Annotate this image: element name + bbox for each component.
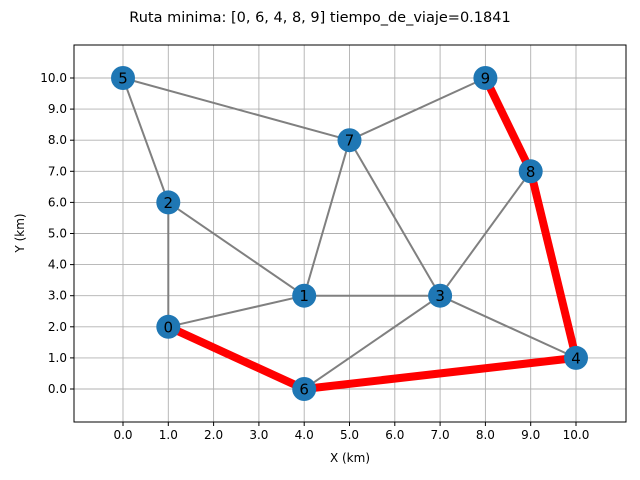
node-label-6: 6 — [299, 381, 309, 399]
x-tick-label: 8.0 — [476, 428, 495, 442]
y-tick-label: 3.0 — [48, 289, 67, 303]
node-label-2: 2 — [164, 194, 174, 212]
y-tick-label: 1.0 — [48, 351, 67, 365]
edge-8-3 — [439, 170, 532, 297]
y-axis-label: Y (km) — [13, 213, 27, 253]
node-label-0: 0 — [164, 318, 174, 336]
nodes: 0 1 2 3 4 5 6 7 8 9 — [111, 66, 588, 401]
edge-2-1 — [167, 201, 305, 297]
y-tick-label: 5.0 — [48, 227, 67, 241]
edge-1-0 — [168, 294, 305, 328]
y-tick-label: 6.0 — [48, 195, 67, 209]
x-tick-label: 4.0 — [295, 428, 314, 442]
route-edge-6-4 — [303, 353, 577, 393]
route-edge-8-9 — [481, 76, 535, 174]
node-label-9: 9 — [481, 70, 491, 88]
route-path — [166, 76, 580, 393]
y-tick-label: 7.0 — [48, 164, 67, 178]
node-label-3: 3 — [435, 287, 445, 305]
edge-3-6 — [303, 294, 441, 390]
x-tick-label: 10.0 — [563, 428, 590, 442]
node-4 — [564, 345, 588, 370]
x-axis-ticks: 0.0 1.0 2.0 3.0 4.0 5.0 6.0 7.0 8.0 9.0 10.0 — [113, 422, 589, 442]
node-label-4: 4 — [571, 349, 581, 367]
x-tick-label: 3.0 — [249, 428, 268, 442]
x-tick-label: 1.0 — [159, 428, 178, 442]
edges — [122, 77, 577, 390]
edge-7-3 — [348, 139, 441, 297]
edge-5-7 — [122, 77, 350, 142]
node-0 — [156, 314, 181, 339]
node-2 — [156, 190, 181, 215]
node-5 — [111, 66, 135, 90]
node-label-8: 8 — [526, 163, 536, 181]
x-tick-label: 5.0 — [340, 428, 359, 442]
x-axis-label: X (km) — [330, 451, 370, 465]
y-tick-label: 0.0 — [48, 382, 67, 396]
node-8 — [518, 159, 543, 184]
node-6 — [292, 377, 317, 401]
y-tick-label: 8.0 — [48, 133, 67, 147]
y-tick-label: 10.0 — [40, 71, 67, 85]
x-tick-label: 6.0 — [385, 428, 404, 442]
x-tick-label: 0.0 — [113, 428, 132, 442]
node-3 — [428, 283, 453, 308]
y-tick-label: 9.0 — [48, 102, 67, 116]
edge-3-4 — [439, 294, 577, 359]
y-tick-label: 2.0 — [48, 320, 67, 334]
node-7 — [337, 128, 362, 153]
y-axis-ticks: 0.0 1.0 2.0 3.0 4.0 5.0 6.0 7.0 8.0 9.0 10.0 — [40, 71, 74, 396]
y-tick-label: 4.0 — [48, 258, 67, 272]
node-label-1: 1 — [299, 287, 309, 305]
x-tick-label: 2.0 — [204, 428, 223, 442]
edge-7-1 — [303, 139, 351, 296]
node-label-7: 7 — [345, 132, 355, 150]
edge-5-2 — [122, 77, 170, 203]
x-tick-label: 7.0 — [431, 428, 450, 442]
chart-title: Ruta minima: [0, 6, 4, 8, 9] tiempo_de_v… — [129, 10, 510, 26]
route-edge-0-6 — [166, 323, 306, 393]
edge-9-7 — [349, 77, 486, 142]
route-edge-4-8 — [526, 170, 580, 359]
node-1 — [292, 283, 317, 308]
x-tick-label: 9.0 — [521, 428, 540, 442]
node-9 — [473, 66, 498, 90]
node-label-5: 5 — [118, 70, 128, 88]
